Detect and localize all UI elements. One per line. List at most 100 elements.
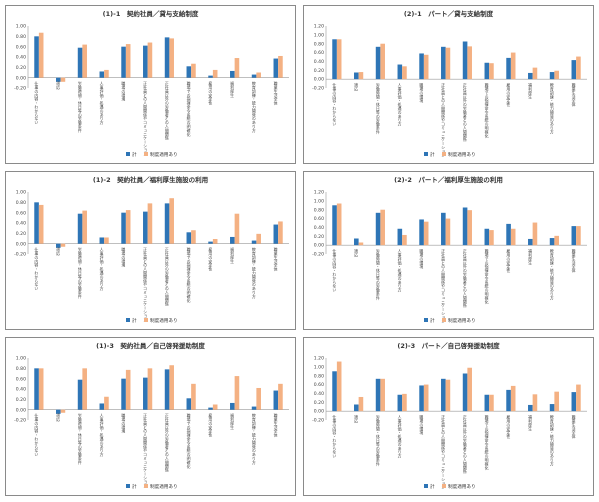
bar-applied (445, 379, 451, 412)
bar-applied (510, 228, 516, 246)
bar-applied (169, 198, 174, 244)
legend-swatch (126, 484, 130, 488)
category-label: 雇用の安定性 (506, 83, 511, 107)
bar-applied (212, 69, 218, 78)
chart-title: (2)-3 パート／自己啓発援助制度 (397, 341, 500, 350)
bar-total (397, 394, 403, 412)
bar-applied (38, 368, 44, 410)
bar-total (77, 213, 83, 244)
chart-panel-contract-selfdev: (1)-3 契約社員／自己啓発援助制度 1.00 0.80 0.60 0.40 0.20 0… (5, 337, 296, 496)
bar-applied (489, 63, 494, 80)
bar-applied (191, 63, 196, 78)
bar-applied (278, 221, 283, 244)
bar-applied (445, 47, 451, 80)
y-tick-label: 0.80 (314, 373, 324, 379)
bar-applied (510, 385, 516, 412)
bar-total (186, 66, 192, 78)
bar-applied (256, 233, 261, 244)
category-label: 仕事の内容・わからない (332, 249, 337, 292)
bar-total (251, 74, 257, 78)
category-label: 労働時間・休日等の労働条件 (376, 83, 381, 135)
legend-label: 計 (430, 151, 435, 158)
category-label: 福利厚生 (230, 247, 235, 263)
chart-svg: (2)-3 パート／自己啓発援助制度 1.20 1.00 0.80 0.60 0.40 0.… (312, 341, 587, 490)
bar-total (332, 205, 337, 246)
legend-label: 制度適用あり (150, 151, 178, 158)
bar-total (549, 72, 555, 80)
category-label: 職場の環境 (419, 249, 424, 270)
bar-applied (212, 239, 218, 244)
bar-total (354, 238, 359, 246)
bar-total (506, 389, 511, 412)
bar-applied (358, 396, 364, 412)
y-tick-label: 1.00 (16, 24, 26, 30)
bar-total (571, 226, 577, 246)
category-label: 人事評価・処遇のあり方 (398, 83, 403, 127)
y-tick-label: 0.20 (314, 68, 324, 74)
y-tick-label: 0.40 (314, 391, 324, 397)
bar-applied (336, 203, 342, 246)
y-tick-label: 0.40 (16, 221, 26, 227)
bar-total (273, 224, 279, 244)
category-label: 適応 (56, 81, 61, 90)
chart-panel-part-loan: (2)-1 パート／貸与支給制度 1.20 1.00 0.80 0.60 0.40 0.20… (303, 5, 594, 164)
category-label: 労働時間・休日等の労働条件 (376, 415, 381, 467)
y-tick-label: 0.80 (16, 34, 26, 40)
bar-total (462, 41, 468, 80)
bar-applied (576, 56, 581, 80)
bar-total (484, 394, 490, 412)
category-label: 人事評価・処遇のあり方 (398, 249, 403, 293)
bar-applied (147, 203, 153, 244)
category-label: 人事評価・処遇のあり方 (100, 247, 105, 291)
chart-title: (1)-2 契約社員／福利厚生施設の利用 (93, 175, 208, 184)
y-tick-label: 0.40 (16, 55, 26, 61)
y-tick-label: 1.00 (314, 364, 324, 370)
category-label: 職場での指揮命令系統の明確化 (187, 247, 192, 303)
y-tick-label: 0.60 (314, 216, 324, 222)
y-tick-label: 1.00 (314, 198, 324, 204)
bar-total (484, 228, 490, 246)
bar-total (143, 377, 148, 410)
bar-applied (60, 409, 66, 413)
bar-applied (423, 384, 429, 412)
bar-applied (256, 387, 261, 410)
bar-total (34, 202, 39, 244)
legend-label: 計 (132, 317, 137, 324)
bar-applied (336, 39, 342, 80)
y-tick-label: 0.20 (314, 400, 324, 406)
bar-total (34, 36, 39, 78)
bar-total (186, 232, 192, 244)
y-tick-label: 0.80 (16, 200, 26, 206)
category-label: 職場の環境 (121, 413, 126, 434)
category-label: 労働時間・休日等の労働条件 (78, 81, 83, 133)
category-label: 人事評価・処遇のあり方 (100, 413, 105, 457)
bar-applied (402, 393, 407, 412)
bar-total (56, 243, 61, 248)
category-label: 福利厚生 (230, 81, 235, 97)
legend-swatch (442, 484, 446, 488)
bar-applied (380, 43, 385, 80)
category-label: 適応 (56, 413, 61, 422)
bar-total (164, 203, 170, 244)
bar-total (397, 64, 403, 80)
bar-applied (576, 384, 581, 412)
category-label: 労働時間・休日等の労働条件 (78, 247, 83, 299)
bar-applied (336, 361, 342, 412)
bar-applied (489, 230, 494, 246)
bar-total (419, 219, 424, 246)
category-label: 雇用の安定性 (208, 81, 213, 105)
bar-applied (358, 72, 364, 80)
chart-title: (2)-2 パート／福利厚生施設の利用 (394, 175, 503, 184)
legend-label: 計 (430, 483, 435, 490)
chart-title: (1)-1 契約社員／貸与支給制度 (103, 9, 199, 18)
bar-applied (554, 70, 559, 80)
legend-swatch (442, 318, 446, 322)
category-label: 正社員以外の労働者との人間関係 (463, 415, 468, 474)
y-tick-label: 1.00 (16, 190, 26, 196)
y-tick-label: 0.20 (16, 65, 26, 71)
legend-label: 計 (430, 317, 435, 324)
bar-total (375, 212, 381, 246)
bar-applied (82, 210, 87, 244)
bar-total (354, 72, 359, 80)
bar-applied (147, 368, 153, 410)
